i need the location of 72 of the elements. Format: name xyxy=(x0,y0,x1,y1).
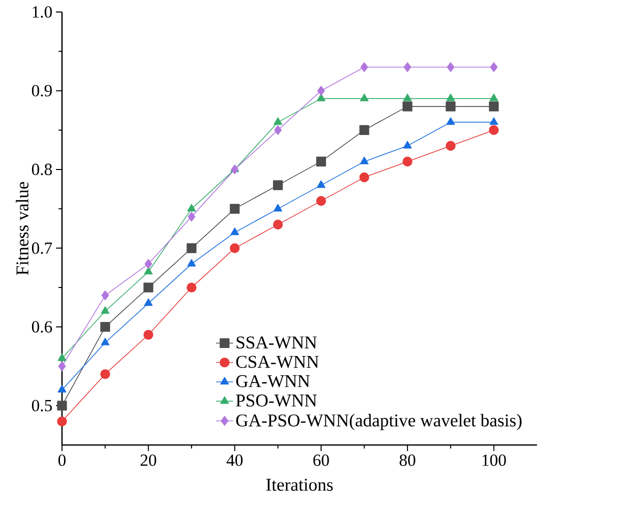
point xyxy=(316,156,326,166)
x-tick-label: 0 xyxy=(58,454,66,466)
point xyxy=(274,204,282,212)
point xyxy=(360,156,369,164)
point xyxy=(100,369,110,380)
y-axis-title: Fitness value xyxy=(16,182,28,276)
point xyxy=(186,282,196,292)
point xyxy=(187,259,196,267)
point xyxy=(144,298,153,306)
point xyxy=(316,196,326,206)
point xyxy=(488,125,499,135)
point xyxy=(100,322,110,332)
point xyxy=(274,117,282,125)
point xyxy=(57,416,67,426)
legend-label: PSO-WNN xyxy=(236,394,317,407)
y-tick-label: 0.5 xyxy=(32,400,52,412)
point xyxy=(360,62,368,72)
x-tick-label: 20 xyxy=(140,454,156,466)
point xyxy=(100,306,110,314)
point xyxy=(230,228,240,236)
legend-label: SSA-WNN xyxy=(236,336,317,349)
x-axis-title: Iterations xyxy=(266,478,333,491)
point xyxy=(230,243,240,254)
y-tick-label: 0.8 xyxy=(32,164,52,176)
point xyxy=(316,180,326,188)
point xyxy=(402,102,412,112)
point xyxy=(488,102,499,112)
point xyxy=(403,94,412,102)
point xyxy=(360,94,369,102)
point xyxy=(317,86,325,96)
point xyxy=(402,156,412,166)
point xyxy=(57,400,67,411)
x-tick-label: 40 xyxy=(226,454,243,466)
point xyxy=(273,220,283,230)
y-tick-label: 0.7 xyxy=(32,242,52,254)
point xyxy=(446,102,456,112)
point xyxy=(446,62,454,72)
x-tick-label: 100 xyxy=(482,454,506,466)
legend-label: CSA-WNN xyxy=(236,356,319,368)
point xyxy=(446,94,455,102)
point xyxy=(403,140,412,148)
point xyxy=(186,243,196,254)
point xyxy=(446,140,456,151)
point xyxy=(274,125,282,135)
point xyxy=(144,266,153,274)
point xyxy=(100,338,110,346)
point xyxy=(490,117,498,125)
point xyxy=(404,62,412,72)
x-tick-label: 60 xyxy=(313,454,329,466)
y-tick-label: 1.0 xyxy=(32,6,52,18)
legend-label: GA-WNN xyxy=(236,375,310,388)
point xyxy=(188,212,196,222)
point xyxy=(316,94,326,102)
y-tick-label: 0.6 xyxy=(32,321,52,333)
point xyxy=(187,204,196,212)
point xyxy=(143,282,154,292)
y-tick-label: 0.9 xyxy=(32,84,52,96)
point xyxy=(144,259,152,269)
point xyxy=(273,180,283,190)
point xyxy=(143,330,154,340)
point xyxy=(58,353,66,362)
x-tick-label: 80 xyxy=(400,454,416,466)
point xyxy=(359,125,370,135)
point xyxy=(359,172,370,182)
point xyxy=(58,361,66,372)
point xyxy=(490,94,498,102)
legend-label: GA-PSO-WNN(adaptive wavelet basis) xyxy=(236,414,522,430)
point xyxy=(230,204,240,214)
point xyxy=(101,290,109,300)
point xyxy=(446,117,455,125)
point xyxy=(490,62,498,72)
point xyxy=(58,384,66,393)
